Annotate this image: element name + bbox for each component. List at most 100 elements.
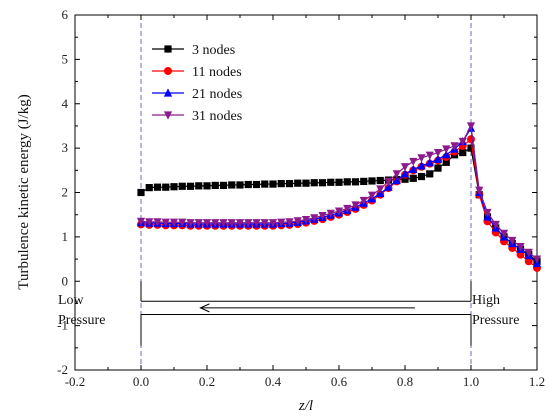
legend-label: 3 nodes	[192, 43, 235, 58]
data-point	[459, 148, 467, 157]
data-point	[219, 219, 228, 228]
data-point	[400, 163, 410, 172]
x-tick-label: 0.2	[199, 374, 215, 389]
series-line	[140, 138, 538, 269]
data-point	[301, 215, 311, 225]
data-point	[524, 257, 533, 266]
data-point	[516, 243, 525, 252]
data-point	[343, 178, 351, 186]
data-point	[252, 219, 261, 228]
legend: 3 nodes 11 nodes 21 nodes 31 nodes	[152, 43, 242, 124]
x-tick-label: 1.0	[463, 374, 479, 389]
data-point	[327, 178, 335, 186]
data-point	[433, 154, 443, 163]
legend-item: 21 nodes	[152, 87, 242, 102]
data-point	[360, 177, 368, 186]
data-point	[400, 169, 410, 178]
data-point	[392, 170, 401, 179]
x-tick-label: 0.4	[265, 374, 282, 389]
data-point	[269, 180, 277, 188]
data-point	[483, 208, 492, 218]
data-point	[153, 218, 162, 227]
data-point	[334, 207, 344, 216]
data-point	[228, 181, 236, 189]
y-axis-title: Turbulence kinetic energy (J/kg)	[16, 94, 32, 289]
legend-item: 31 nodes	[152, 109, 242, 124]
data-point	[434, 164, 442, 172]
data-point	[367, 191, 377, 200]
data-point	[359, 196, 368, 206]
legend-label: 31 nodes	[192, 109, 242, 124]
data-point	[277, 180, 285, 188]
data-point	[194, 219, 203, 228]
data-point	[145, 184, 153, 192]
data-point	[235, 219, 245, 228]
x-tick-label: 0.0	[133, 374, 149, 389]
data-point	[261, 180, 269, 188]
series-3-nodes	[137, 144, 541, 265]
data-point	[186, 219, 195, 228]
y-tick-label: 5	[62, 51, 69, 66]
data-point	[442, 158, 450, 166]
flow-arrow-head	[199, 303, 210, 313]
data-point	[244, 219, 253, 228]
legend-marker	[163, 111, 173, 120]
x-tick-label: 1.2	[529, 374, 545, 389]
data-point	[252, 180, 261, 189]
data-point	[409, 164, 418, 174]
data-point	[433, 148, 443, 158]
data-point	[170, 183, 178, 191]
y-tick-label: 0	[62, 273, 69, 288]
data-point	[153, 183, 162, 191]
data-point	[409, 174, 417, 182]
data-point	[343, 204, 352, 214]
data-point	[145, 218, 154, 227]
legend-marker	[164, 45, 172, 53]
series-line	[140, 147, 538, 262]
legend-item: 11 nodes	[152, 65, 242, 80]
legend-marker	[164, 67, 172, 75]
data-point	[532, 255, 542, 264]
data-point	[466, 122, 476, 131]
x-axis-title: z/l	[298, 398, 313, 414]
annotation-high-line2: Pressure	[472, 313, 519, 328]
data-point	[161, 218, 170, 227]
data-point	[450, 142, 459, 151]
axes: -0.2 0.0 0.2 0.4 0.6 0.8 1.0 1.2 -2 -1 0 1 2 3 4 5 6	[57, 7, 545, 389]
data-point	[186, 182, 195, 190]
data-point	[491, 220, 500, 230]
series-11-nodes	[137, 135, 541, 272]
data-point	[178, 182, 186, 190]
data-point	[236, 181, 244, 189]
data-point	[401, 175, 409, 183]
data-point	[351, 201, 360, 210]
legend-marker	[163, 88, 173, 97]
data-point	[294, 179, 302, 187]
annotation-low-line1: Low	[58, 293, 85, 308]
data-point	[335, 178, 343, 186]
data-point	[137, 188, 145, 197]
data-point	[368, 177, 376, 185]
data-point	[318, 211, 327, 221]
data-point	[442, 150, 451, 159]
data-point	[227, 219, 236, 228]
y-tick-label: 3	[62, 140, 69, 155]
x-tick-label: 0.6	[331, 374, 348, 389]
data-point	[178, 218, 187, 227]
data-point	[285, 180, 294, 188]
data-point	[384, 177, 393, 187]
data-point	[136, 217, 146, 226]
data-point	[203, 182, 211, 190]
data-point	[426, 170, 434, 178]
data-point	[524, 248, 533, 258]
data-point	[376, 185, 385, 194]
data-point	[409, 157, 418, 167]
data-point	[244, 180, 252, 189]
data-point	[302, 179, 310, 187]
data-point	[260, 219, 269, 228]
x-tick-label: 0.8	[397, 374, 413, 389]
legend-item: 3 nodes	[152, 43, 235, 58]
data-point	[310, 179, 318, 187]
y-tick-label: -2	[57, 362, 68, 377]
